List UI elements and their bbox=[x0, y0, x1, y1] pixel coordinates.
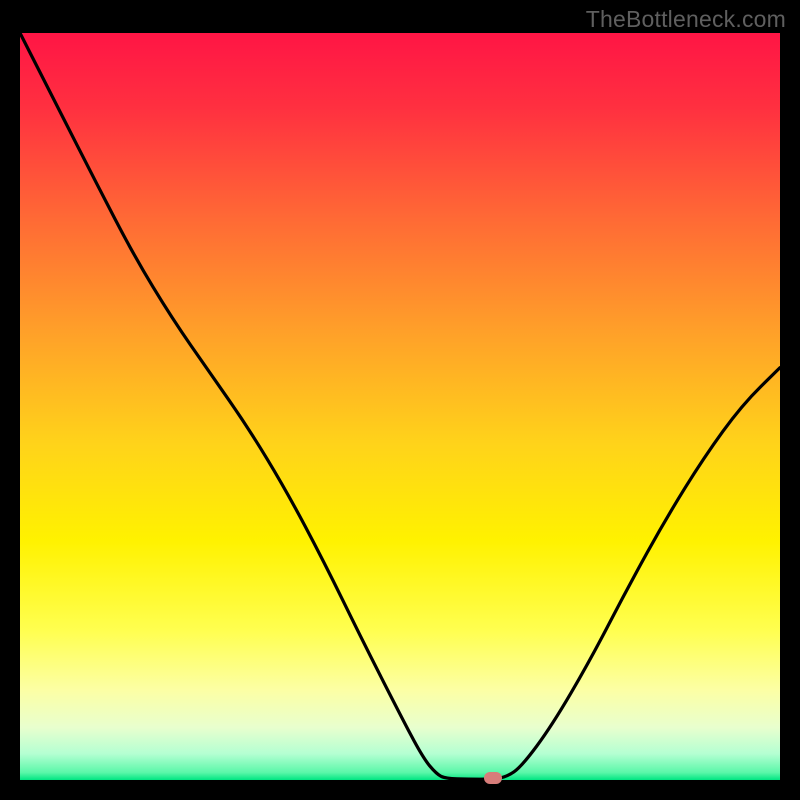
plot-area bbox=[20, 33, 780, 780]
watermark-text: TheBottleneck.com bbox=[586, 6, 786, 33]
optimal-marker bbox=[484, 772, 502, 784]
bottleneck-curve bbox=[20, 33, 780, 780]
